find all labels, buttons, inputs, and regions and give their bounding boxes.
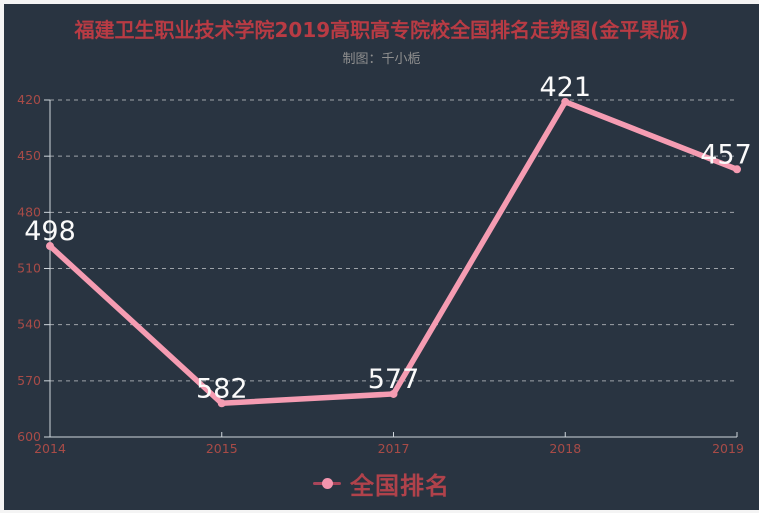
y-axis-label: 540 [17,317,41,332]
chart-subtitle: 制图：千小栀 [342,52,421,67]
chart-canvas: 福建卫生职业技术学院2019高职高专院校全国排名走势图(金平果版) 制图：千小栀… [4,4,759,510]
data-point [389,389,398,398]
data-point [46,242,54,251]
legend-line-marker-icon [313,478,341,490]
legend-item-ranking[interactable]: 全国排名 [4,466,759,501]
x-axis-label: 2018 [549,441,581,456]
data-label: 421 [539,72,591,103]
x-axis-label: 2014 [34,441,66,456]
data-point [733,165,741,174]
y-axis-label: 510 [17,261,41,276]
data-label: 582 [196,373,248,404]
data-label: 457 [700,139,752,170]
y-axis-label: 600 [17,429,41,444]
data-point [217,399,226,408]
chart-title: 福建卫生职业技术学院2019高职高专院校全国排名走势图(金平果版) [74,18,689,42]
legend-label: 全国排名 [350,472,450,500]
data-label: 498 [24,216,76,247]
x-axis-label: 2015 [206,441,238,456]
ranking-trend-line [47,99,740,407]
data-point [561,97,570,106]
x-axis-label: 2019 [712,441,744,456]
y-axis-label: 480 [17,204,41,219]
y-axis-label: 570 [17,373,41,388]
legend-dot-icon [321,478,333,489]
y-axis-label: 450 [17,148,41,163]
x-axis-label: 2017 [378,441,410,456]
y-axis-label: 420 [17,92,41,107]
data-label: 577 [368,364,420,395]
